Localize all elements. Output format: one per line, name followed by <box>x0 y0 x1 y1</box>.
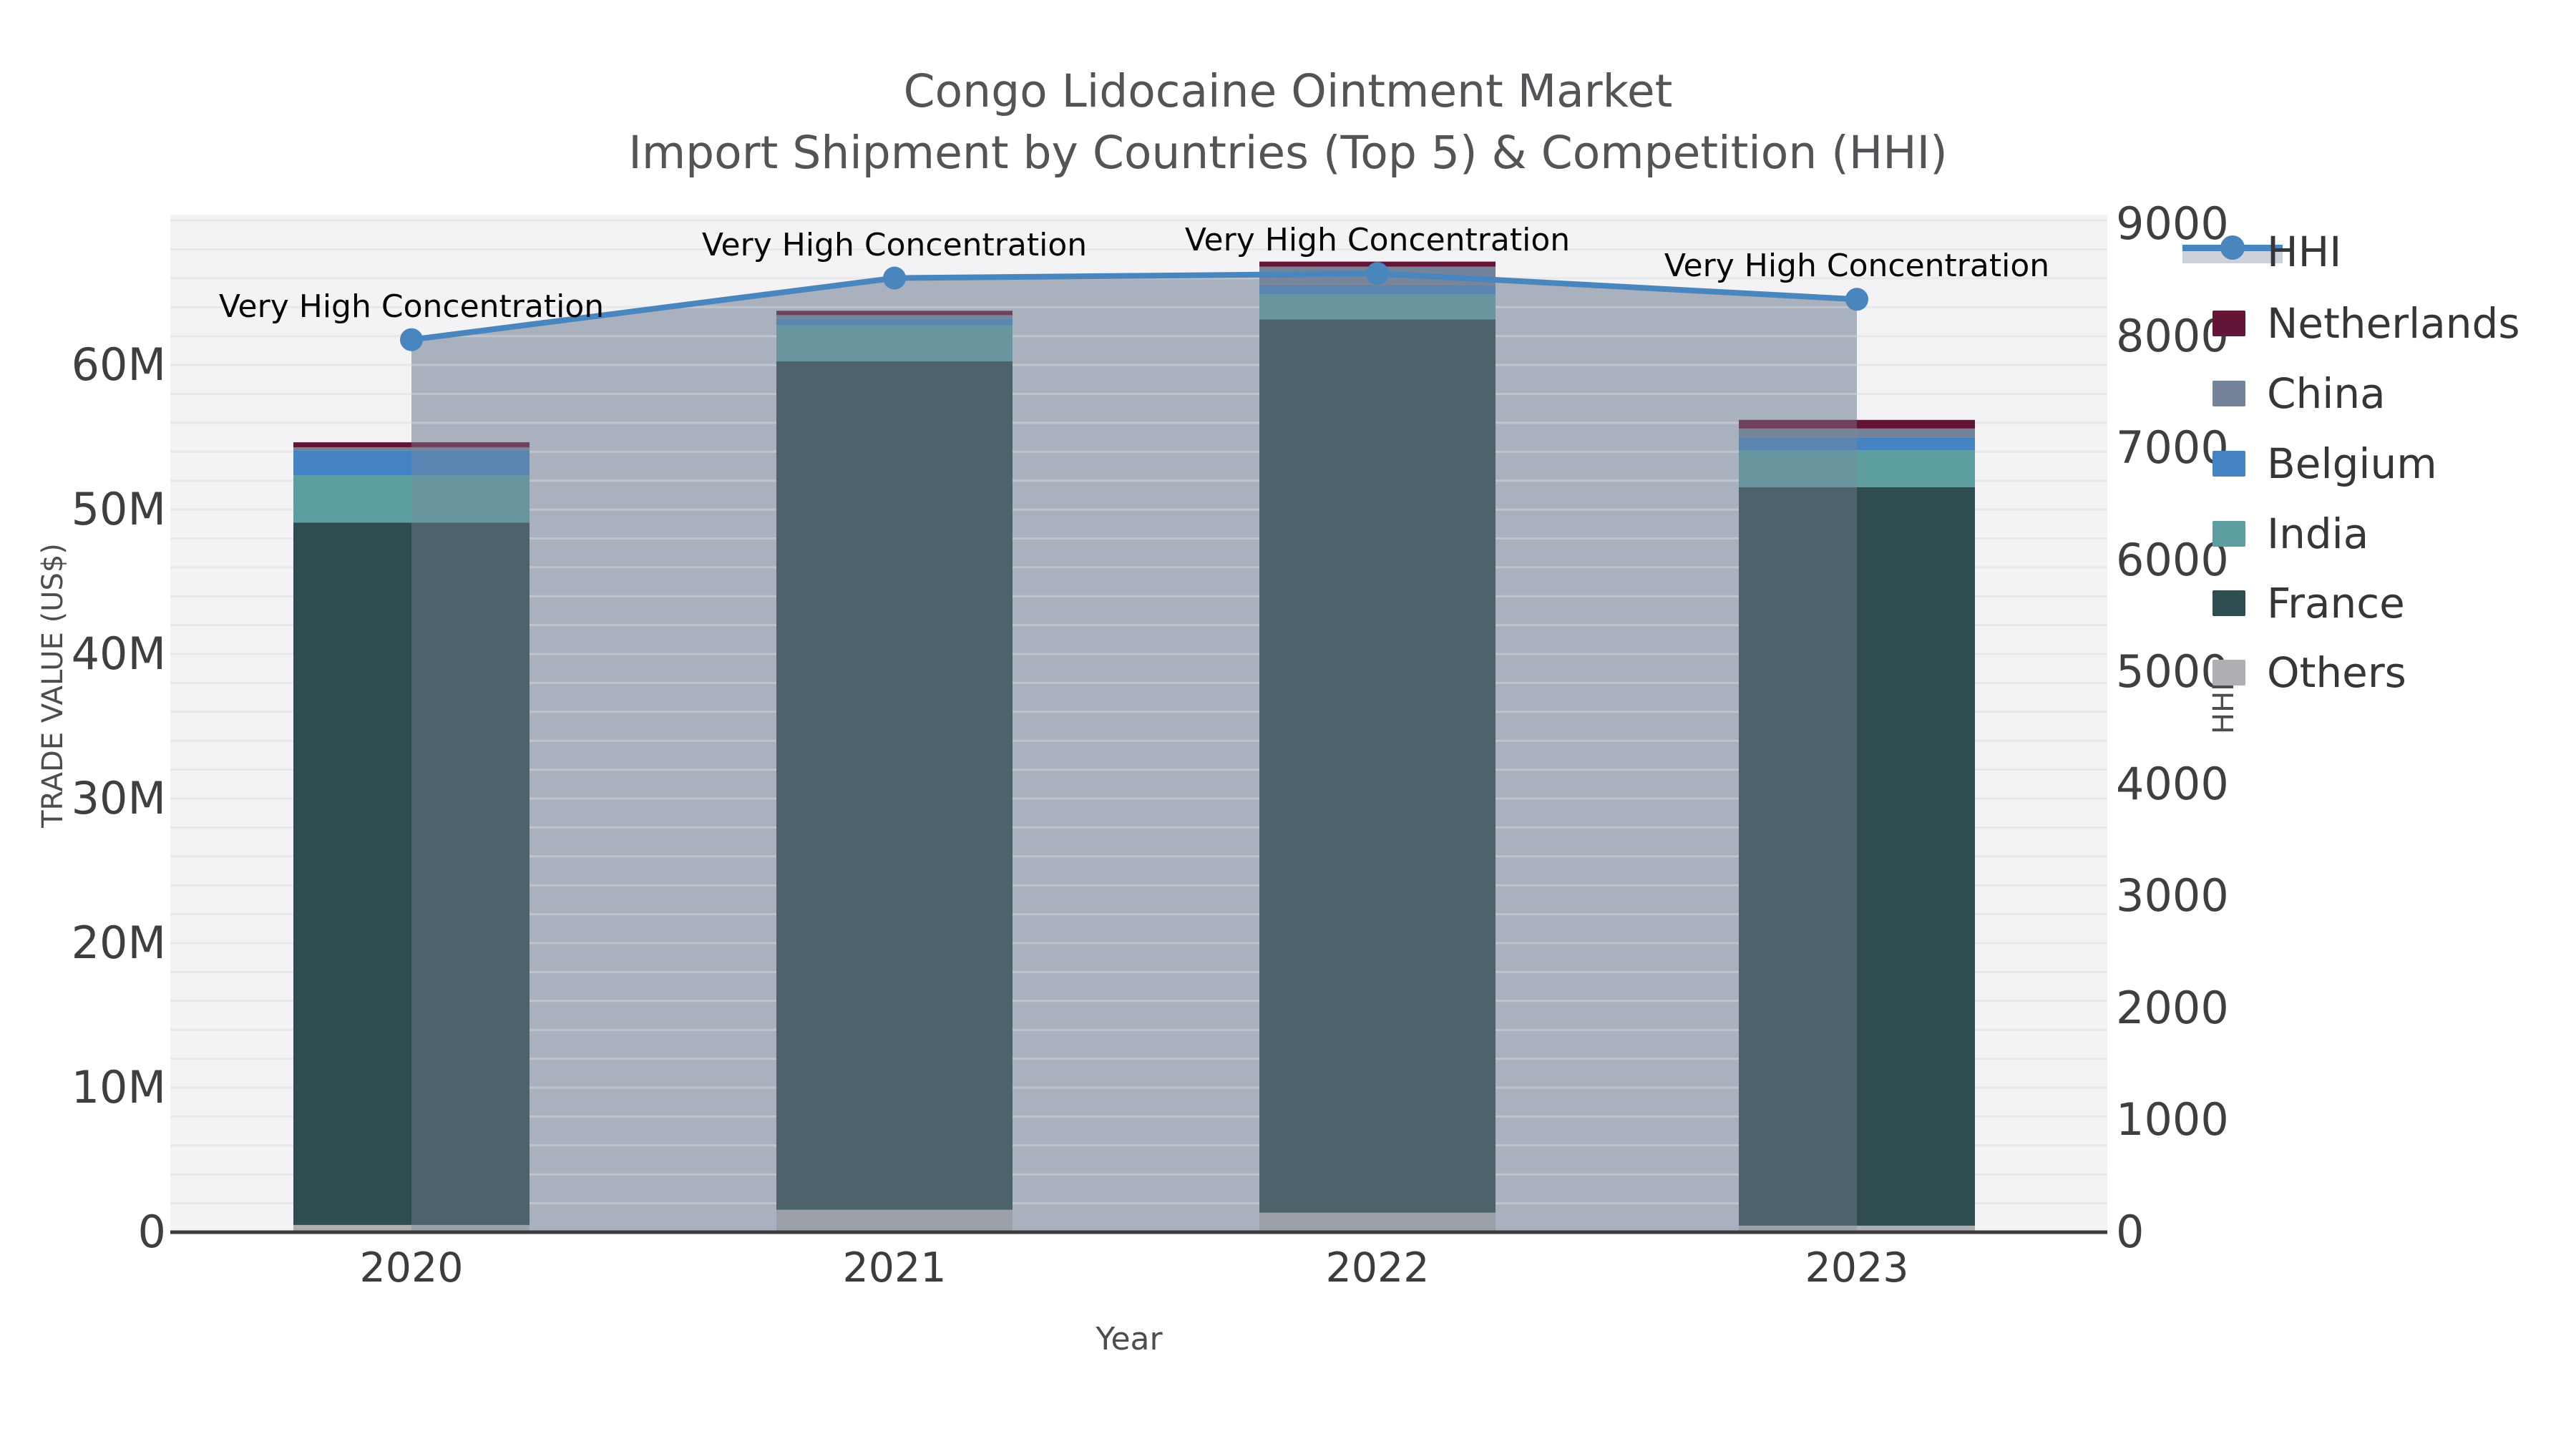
y-tick-label: 40M <box>71 628 166 680</box>
legend-label: France <box>2267 579 2405 628</box>
annotation-2023: Very High Concentration <box>1664 248 2050 285</box>
y2-tick-label: 4000 <box>2116 757 2229 810</box>
x-axis-title: Year <box>1096 1321 1163 1357</box>
y2-tick-label: 2000 <box>2116 981 2229 1034</box>
bar-2023-france <box>1739 487 1975 1226</box>
bar-2023-india <box>1739 450 1975 487</box>
x-tick-label: 2023 <box>1805 1244 1909 1292</box>
y2-tick-label: 6000 <box>2116 533 2229 586</box>
legend-swatch-netherlands <box>2212 311 2245 336</box>
bar-2021-netherlands <box>776 311 1013 316</box>
y-tick-label: 30M <box>71 772 166 825</box>
bar-2020-others <box>293 1224 530 1232</box>
y2-tick-label: 1000 <box>2116 1093 2229 1146</box>
chart-subtitle: Import Shipment by Countries (Top 5) & C… <box>628 127 1948 179</box>
chart-title: Congo Lidocaine Ointment Market <box>903 65 1673 117</box>
y-tick-label: 50M <box>71 483 166 536</box>
y2-tick-label: 9000 <box>2116 197 2229 250</box>
annotation-2020: Very High Concentration <box>218 288 605 325</box>
hhi-marker-2020 <box>400 328 423 351</box>
y2-tick-label: 5000 <box>2116 645 2229 698</box>
hhi-line <box>409 270 1860 343</box>
hhi-marker-2022 <box>1366 262 1389 286</box>
bar-2023-belgium <box>1739 437 1975 451</box>
hhi-area-overlay <box>411 273 1857 1232</box>
hhi-marker-2023 <box>1845 288 1868 311</box>
y-tick-label: 0 <box>137 1206 166 1258</box>
hhi-line-icon <box>2182 235 2283 269</box>
y-axis-title: TRADE VALUE (US$) <box>36 543 69 828</box>
bar-2020-france <box>293 522 530 1225</box>
bar-2021-belgium <box>776 318 1013 326</box>
bar-2020-china <box>293 447 530 451</box>
legend-label: Netherlands <box>2267 299 2520 348</box>
y-tick-label: 20M <box>71 917 166 970</box>
legend-swatch-france <box>2212 590 2245 616</box>
y2-axis-title: HHI <box>2207 683 2240 734</box>
bar-2023-china <box>1739 428 1975 437</box>
y2-tick-label: 3000 <box>2116 869 2229 922</box>
bar-2020-india <box>293 475 530 523</box>
bar-2021-india <box>776 325 1013 361</box>
y2-tick-label: 8000 <box>2116 309 2229 362</box>
x-tick-label: 2022 <box>1325 1244 1430 1292</box>
legend-swatch-belgium <box>2212 451 2245 477</box>
annotation-2021: Very High Concentration <box>701 226 1088 263</box>
x-tick-label: 2021 <box>842 1244 947 1292</box>
bar-2021-france <box>776 361 1013 1210</box>
y2-tick-label: 0 <box>2116 1206 2145 1258</box>
y-tick-label: 10M <box>71 1061 166 1113</box>
legend-label: Belgium <box>2267 439 2437 488</box>
y2-tick-label: 7000 <box>2116 421 2229 474</box>
legend-swatch-others <box>2212 660 2245 686</box>
legend-label: China <box>2267 369 2386 418</box>
legend-swatch-china <box>2212 381 2245 406</box>
bar-2020-belgium <box>293 450 530 476</box>
bar-2022-belgium <box>1259 286 1496 295</box>
x-tick-label: 2020 <box>359 1244 464 1292</box>
bar-2022-france <box>1259 319 1496 1213</box>
hhi-marker-2021 <box>883 266 906 290</box>
bar-2020-netherlands <box>293 442 530 448</box>
bar-2023-others <box>1739 1225 1975 1232</box>
annotation-2022: Very High Concentration <box>1184 222 1571 259</box>
legend-label: HHI <box>2267 228 2342 276</box>
bar-2021-china <box>776 315 1013 319</box>
legend-label: Others <box>2267 648 2406 697</box>
bar-2023-netherlands <box>1739 419 1975 429</box>
bar-2022-others <box>1259 1212 1496 1232</box>
legend-label: India <box>2267 509 2369 558</box>
y-tick-label: 60M <box>71 338 166 391</box>
bar-2022-india <box>1259 294 1496 320</box>
bar-2021-others <box>776 1209 1013 1232</box>
legend-swatch-india <box>2212 521 2245 547</box>
